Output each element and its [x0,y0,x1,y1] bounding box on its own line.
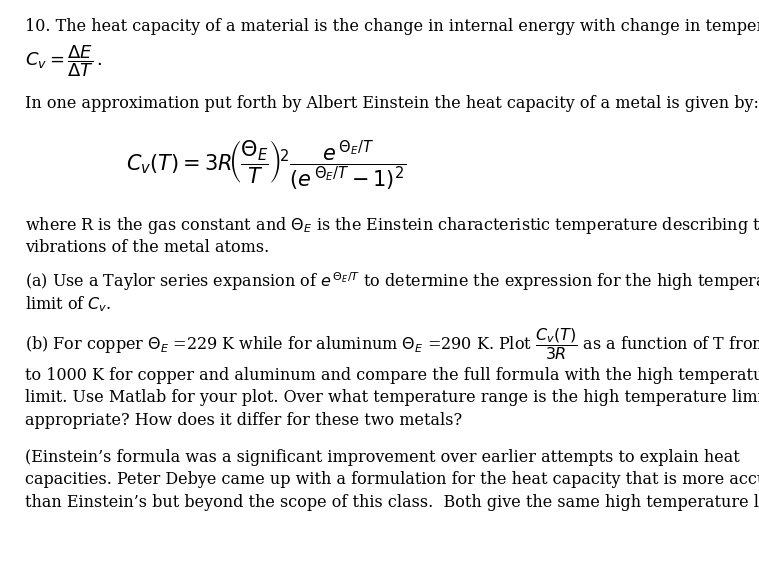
Text: (Einstein’s formula was a significant improvement over earlier attempts to expla: (Einstein’s formula was a significant im… [25,449,740,465]
Text: In one approximation put forth by Albert Einstein the heat capacity of a metal i: In one approximation put forth by Albert… [25,95,759,112]
Text: to 1000 K for copper and aluminum and compare the full formula with the high tem: to 1000 K for copper and aluminum and co… [25,366,759,384]
Text: than Einstein’s but beyond the scope of this class.  Both give the same high tem: than Einstein’s but beyond the scope of … [25,494,759,511]
Text: (b) For copper $\Theta_E$ =229 K while for aluminum $\Theta_E$ =290 K. Plot $\df: (b) For copper $\Theta_E$ =229 K while f… [25,326,759,362]
Text: capacities. Peter Debye came up with a formulation for the heat capacity that is: capacities. Peter Debye came up with a f… [25,471,759,488]
Text: appropriate? How does it differ for these two metals?: appropriate? How does it differ for thes… [25,412,462,429]
Text: where R is the gas constant and $\Theta_E$ is the Einstein characteristic temper: where R is the gas constant and $\Theta_… [25,215,759,236]
Text: $C_v = \dfrac{\Delta E}{\Delta T}\,.$: $C_v = \dfrac{\Delta E}{\Delta T}\,.$ [25,43,102,79]
Text: (a) Use a Taylor series expansion of $e^{\,\Theta_E/T}$ to determine the express: (a) Use a Taylor series expansion of $e^… [25,270,759,293]
Text: vibrations of the metal atoms.: vibrations of the metal atoms. [25,239,269,256]
Text: limit. Use Matlab for your plot. Over what temperature range is the high tempera: limit. Use Matlab for your plot. Over wh… [25,389,759,406]
Text: $C_v(T) = 3R\!\left(\dfrac{\Theta_E}{T}\right)^{\!2} \dfrac{e^{\,\Theta_E/T}}{\l: $C_v(T) = 3R\!\left(\dfrac{\Theta_E}{T}\… [126,139,407,192]
Text: 10. The heat capacity of a material is the change in internal energy with change: 10. The heat capacity of a material is t… [25,18,759,35]
Text: limit of $C_v$.: limit of $C_v$. [25,295,112,314]
